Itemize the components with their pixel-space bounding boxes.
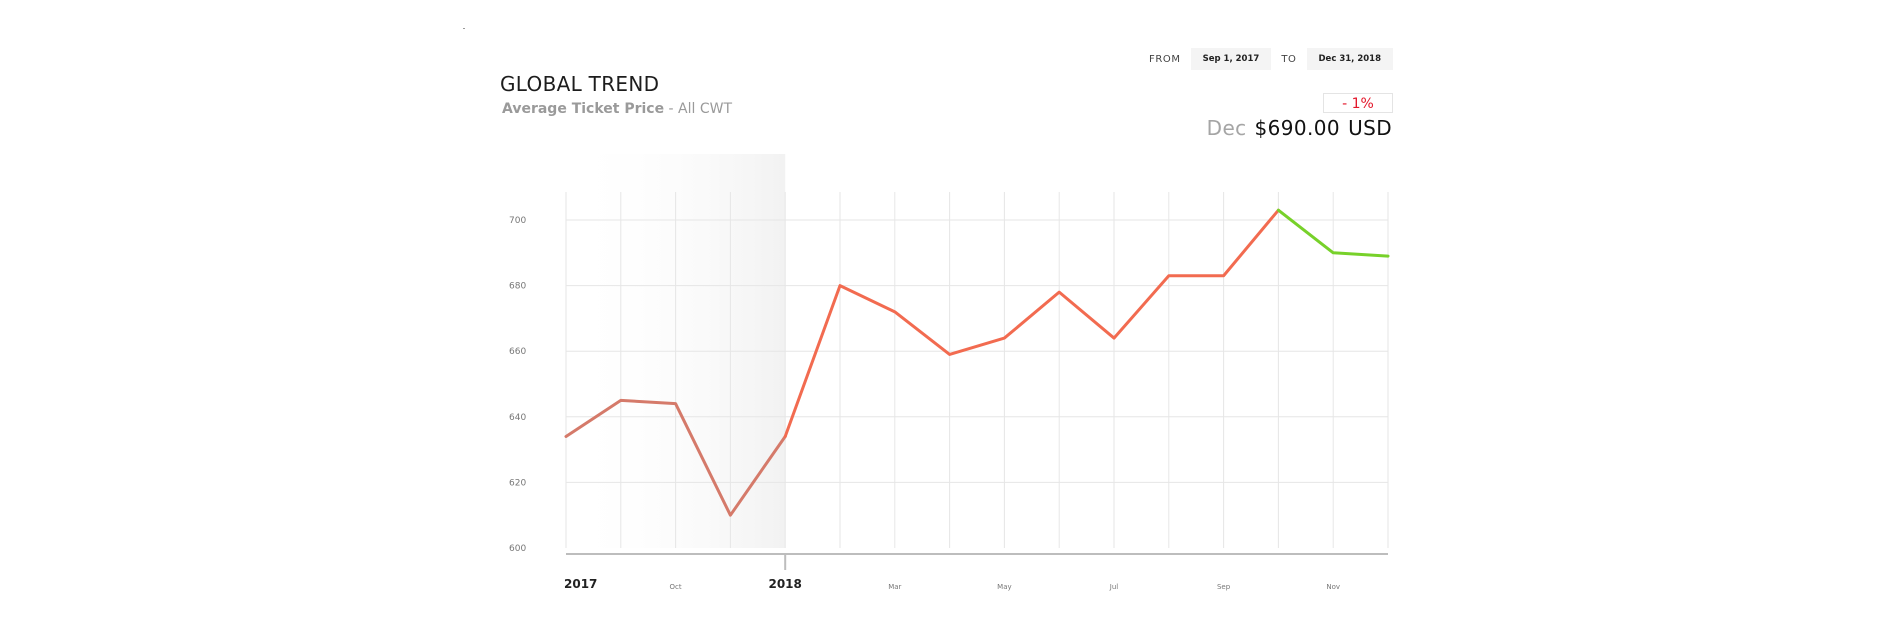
date-range-picker: FROM Sep 1, 2017 TO Dec 31, 2018 — [1139, 48, 1393, 70]
subtitle-scope: - All CWT — [664, 101, 733, 117]
from-date-field[interactable]: Sep 1, 2017 — [1190, 48, 1272, 70]
x-month-label: Jul — [1109, 583, 1119, 591]
x-month-label: Nov — [1326, 583, 1340, 591]
series-line-segment — [564, 398, 787, 517]
y-tick-label: 600 — [509, 544, 526, 554]
x-month-label: Oct — [670, 583, 682, 591]
to-label: TO — [1281, 53, 1297, 65]
y-tick-label: 680 — [509, 282, 526, 292]
to-date-field[interactable]: Dec 31, 2018 — [1306, 48, 1393, 70]
x-month-label: Sep — [1217, 583, 1231, 591]
x-month-label: May — [997, 583, 1011, 591]
series-line-segment — [1276, 208, 1390, 258]
current-month: Dec — [1206, 116, 1247, 140]
page-subtitle: Average Ticket Price - All CWT — [502, 101, 732, 117]
current-currency: USD — [1348, 116, 1392, 140]
from-label: FROM — [1149, 53, 1181, 65]
y-tick-label: 660 — [509, 347, 526, 357]
current-amount: $690.00 — [1254, 116, 1341, 140]
y-tick-label: 620 — [509, 478, 526, 488]
x-month-label: Mar — [888, 583, 901, 591]
page-title: GLOBAL TREND — [500, 72, 660, 96]
change-badge: - 1% — [1323, 93, 1393, 113]
x-year-label: 2017 — [564, 577, 597, 591]
y-tick-label: 640 — [509, 413, 526, 423]
current-price: Dec $690.00 USD — [1207, 116, 1392, 140]
series-line-segment — [783, 208, 1280, 438]
y-tick-label: 700 — [509, 216, 526, 226]
subtitle-metric: Average Ticket Price — [502, 101, 665, 117]
stray-mark — [463, 28, 465, 29]
x-year-label: 2018 — [768, 577, 801, 591]
